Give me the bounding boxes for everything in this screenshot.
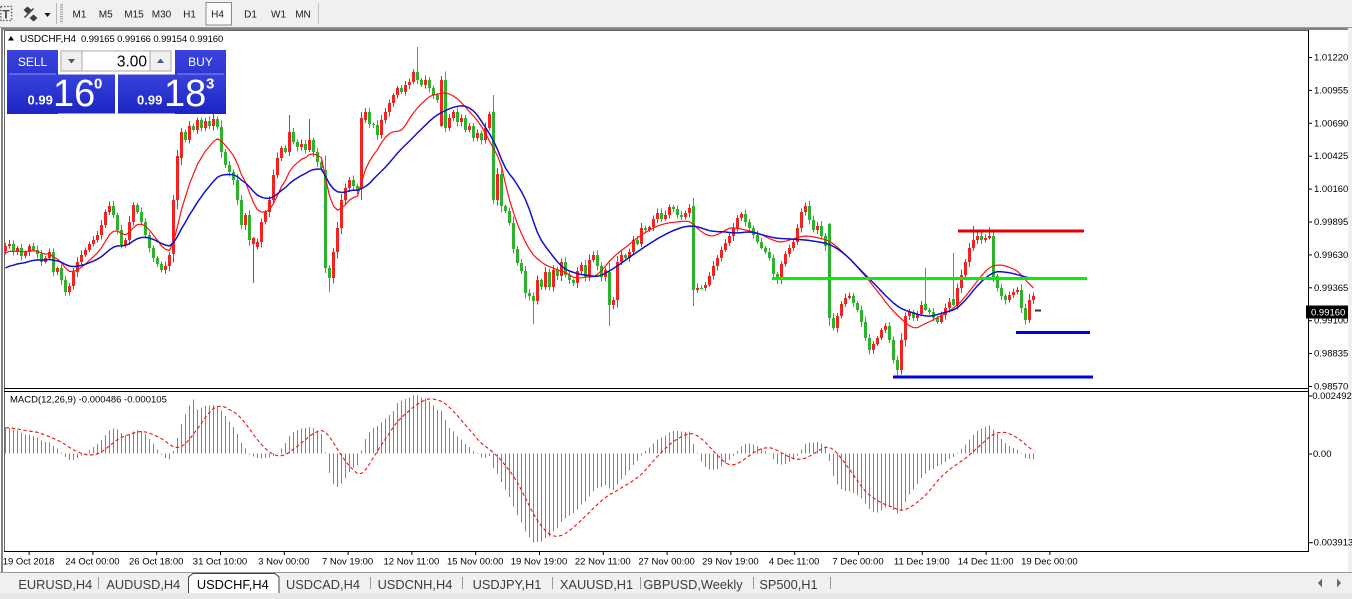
svg-text:T: T	[2, 8, 10, 22]
svg-text:0.99165 0.99166 0.99154 0.9916: 0.99165 0.99166 0.99154 0.99160	[81, 34, 223, 45]
svg-text:MACD(12,26,9) -0.000486 -0.000: MACD(12,26,9) -0.000486 -0.000105	[10, 395, 167, 406]
svg-text:W1: W1	[271, 10, 286, 21]
svg-text:19 Dec 00:00: 19 Dec 00:00	[1021, 557, 1078, 568]
svg-text:EURUSD,H4: EURUSD,H4	[18, 577, 92, 592]
svg-text:0.99: 0.99	[137, 93, 162, 108]
svg-text:0.99895: 0.99895	[1314, 217, 1348, 228]
svg-text:0.98570: 0.98570	[1314, 382, 1348, 393]
svg-text:4 Dec 11:00: 4 Dec 11:00	[769, 557, 820, 568]
svg-text:GBPUSD,Weekly: GBPUSD,Weekly	[643, 577, 743, 592]
svg-text:15 Nov 00:00: 15 Nov 00:00	[447, 557, 504, 568]
svg-text:27 Nov 00:00: 27 Nov 00:00	[638, 557, 695, 568]
svg-text:0.99: 0.99	[28, 93, 53, 108]
svg-text:19 Nov 19:00: 19 Nov 19:00	[511, 557, 568, 568]
svg-text:24 Oct 00:00: 24 Oct 00:00	[65, 557, 119, 568]
svg-text:USDJPY,H1: USDJPY,H1	[473, 577, 542, 592]
svg-text:11 Dec 19:00: 11 Dec 19:00	[894, 557, 950, 568]
svg-text:0.98835: 0.98835	[1314, 349, 1348, 360]
svg-text:M15: M15	[124, 10, 144, 21]
svg-text:3 Nov 00:00: 3 Nov 00:00	[258, 557, 309, 568]
svg-text:SELL: SELL	[18, 55, 48, 69]
svg-text:1.01220: 1.01220	[1314, 53, 1348, 64]
svg-text:12 Nov 11:00: 12 Nov 11:00	[383, 557, 439, 568]
svg-text:USDCAD,H4: USDCAD,H4	[286, 577, 360, 592]
svg-text:1.00955: 1.00955	[1314, 85, 1348, 96]
svg-text:19 Oct 2018: 19 Oct 2018	[3, 557, 55, 568]
svg-text:M1: M1	[73, 10, 87, 21]
svg-text:14 Dec 11:00: 14 Dec 11:00	[958, 557, 1014, 568]
svg-text:1.00425: 1.00425	[1314, 151, 1348, 162]
svg-text:0.99100: 0.99100	[1314, 316, 1348, 327]
svg-text:16: 16	[53, 73, 95, 115]
svg-text:3.00: 3.00	[117, 54, 148, 71]
svg-text:1.00160: 1.00160	[1314, 184, 1348, 195]
svg-text:XAUUSD,H1: XAUUSD,H1	[560, 577, 633, 592]
svg-text:H4: H4	[211, 10, 224, 21]
svg-text:0: 0	[94, 76, 102, 93]
svg-text:USDCHF,H4: USDCHF,H4	[197, 577, 269, 592]
svg-text:USDCNH,H4: USDCNH,H4	[378, 577, 453, 592]
svg-text:3: 3	[206, 76, 214, 93]
svg-text:USDCHF,H4: USDCHF,H4	[20, 34, 77, 45]
svg-text:BUY: BUY	[188, 55, 213, 69]
svg-text:0.99160: 0.99160	[1311, 308, 1345, 319]
svg-text:AUDUSD,H4: AUDUSD,H4	[106, 577, 180, 592]
svg-text:0.99365: 0.99365	[1314, 283, 1348, 294]
svg-text:D1: D1	[244, 10, 257, 21]
svg-text:SP500,H1: SP500,H1	[759, 577, 817, 592]
svg-text:7 Nov 19:00: 7 Nov 19:00	[322, 557, 373, 568]
svg-text:26 Oct 18:00: 26 Oct 18:00	[129, 557, 183, 568]
svg-text:29 Nov 19:00: 29 Nov 19:00	[702, 557, 759, 568]
svg-text:H1: H1	[183, 10, 196, 21]
svg-text:M30: M30	[152, 10, 172, 21]
svg-text:0.99630: 0.99630	[1314, 250, 1348, 261]
svg-text:18: 18	[164, 73, 206, 115]
svg-text:M5: M5	[99, 10, 113, 21]
svg-text:-0.003913: -0.003913	[1311, 538, 1352, 549]
svg-text:MN: MN	[295, 10, 311, 21]
svg-text:31 Oct 10:00: 31 Oct 10:00	[193, 557, 247, 568]
svg-text:0.002492: 0.002492	[1312, 391, 1352, 402]
svg-text:0.00: 0.00	[1313, 449, 1332, 460]
svg-text:7 Dec 00:00: 7 Dec 00:00	[832, 557, 883, 568]
svg-text:1.00690: 1.00690	[1314, 118, 1348, 129]
svg-text:22 Nov 11:00: 22 Nov 11:00	[575, 557, 631, 568]
